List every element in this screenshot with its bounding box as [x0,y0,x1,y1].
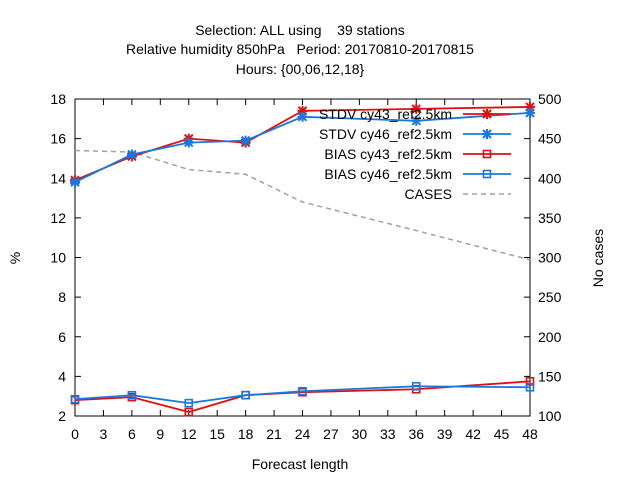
legend-label-bias-cy46-ref2-5km: BIAS cy46_ref2.5km [324,166,452,182]
point-bias-cy46-ref2-5km [241,390,250,400]
x-axis: 0 3 6 9 12 15 18 21 24 27 30 33 36 39 42 45 48 [71,99,538,442]
x-tick-label: 18 [238,426,254,442]
y2-tick-label: 100 [538,408,562,424]
y-tick-label: 2 [58,408,66,424]
y2-tick-label: 250 [538,289,562,305]
x-tick-label: 21 [266,426,282,442]
y2-tick-label: 450 [538,131,562,147]
title-line-2: Relative humidity 850hPa Period: 2017081… [126,41,474,57]
y-tick-label: 18 [50,91,66,107]
x-tick-label: 12 [181,426,197,442]
series-line-bias-cy46-ref2-5km [74,385,531,405]
y2-tick-label: 150 [538,368,562,384]
x-tick-label: 27 [323,426,339,442]
point-stdv-cy46-ref2-5km [183,137,194,148]
x-tick-label: 3 [100,426,108,442]
point-stdv-cy46-ref2-5km [297,111,308,122]
legend-marker-bias-cy46-ref2-5km [482,169,492,179]
x-tick-label: 15 [209,426,225,442]
chart-title: Selection: ALL using 39 stations Relativ… [126,22,474,77]
legend-marker-bias-cy43-ref2-5km [482,149,492,159]
point-bias-cy43-ref2-5km [184,407,194,417]
plot-frame [74,98,531,417]
x-tick-label: 39 [437,426,453,442]
x-tick-label: 48 [522,426,538,442]
x-tick-label: 24 [295,426,311,442]
point-stdv-cy43-ref2-5km [411,103,422,114]
y2-tick-label: 200 [538,329,562,345]
legend-label-cases: CASES [405,186,452,202]
legend-marker-stdv-cy43-ref2-5km [482,109,492,119]
point-bias-cy46-ref2-5km [298,386,307,396]
y2-tick-label: 500 [538,91,562,107]
y-tick-label: 8 [58,289,66,305]
point-stdv-cy46-ref2-5km [70,177,80,188]
x-tick-label: 42 [465,426,481,442]
x-tick-label: 0 [71,426,79,442]
y-axis-label: % [7,252,23,264]
legend-label-stdv-cy43-ref2-5km: STDV cy43_ref2.5km [319,106,452,122]
point-stdv-cy46-ref2-5km [525,107,535,118]
y-tick-label: 4 [58,368,66,384]
y-tick-label: 16 [50,131,66,147]
y2-tick-label: 300 [538,250,562,266]
y-axis: 2 4 6 8 10 12 14 16 18 [50,91,81,424]
y2-tick-label: 350 [538,210,562,226]
legend-label-bias-cy43-ref2-5km: BIAS cy43_ref2.5km [324,146,452,162]
series-line-stdv-cy46-ref2-5km [74,111,531,184]
y-tick-label: 10 [50,250,66,266]
y2-axis: 100 150 200 250 300 350 400 450 500 [524,91,562,424]
x-tick-label: 6 [128,426,136,442]
point-bias-cy46-ref2-5km [184,398,194,408]
x-tick-label: 36 [408,426,424,442]
x-tick-label: 30 [352,426,368,442]
point-stdv-cy46-ref2-5km [240,135,251,146]
x-tick-label: 45 [494,426,510,442]
x-tick-label: 33 [380,426,396,442]
y-tick-label: 12 [50,210,66,226]
title-line-1: Selection: ALL using 39 stations [195,22,405,38]
legend-label-stdv-cy46-ref2-5km: STDV cy46_ref2.5km [319,126,452,142]
y-tick-label: 6 [58,329,66,345]
y2-axis-label: No cases [590,229,606,287]
point-bias-cy46-ref2-5km [70,394,80,404]
title-line-3: Hours: {00,06,12,18} [236,61,365,77]
legend: STDV cy43_ref2.5km STDV cy46_ref2.5km BIAS… [319,106,511,202]
x-axis-label: Forecast length [252,456,349,472]
point-bias-cy43-ref2-5km [525,377,535,386]
x-tick-label: 9 [156,426,164,442]
point-stdv-cy46-ref2-5km [411,115,422,126]
y-tick-label: 14 [50,170,66,186]
legend-marker-stdv-cy46-ref2-5km [482,129,492,139]
point-bias-cy46-ref2-5km [127,390,137,400]
point-bias-cy46-ref2-5km [525,382,535,392]
series-line-cases [74,149,531,261]
plot-area [70,101,535,417]
point-stdv-cy46-ref2-5km [126,149,137,160]
point-bias-cy46-ref2-5km [411,381,421,391]
y2-tick-label: 400 [538,170,562,186]
